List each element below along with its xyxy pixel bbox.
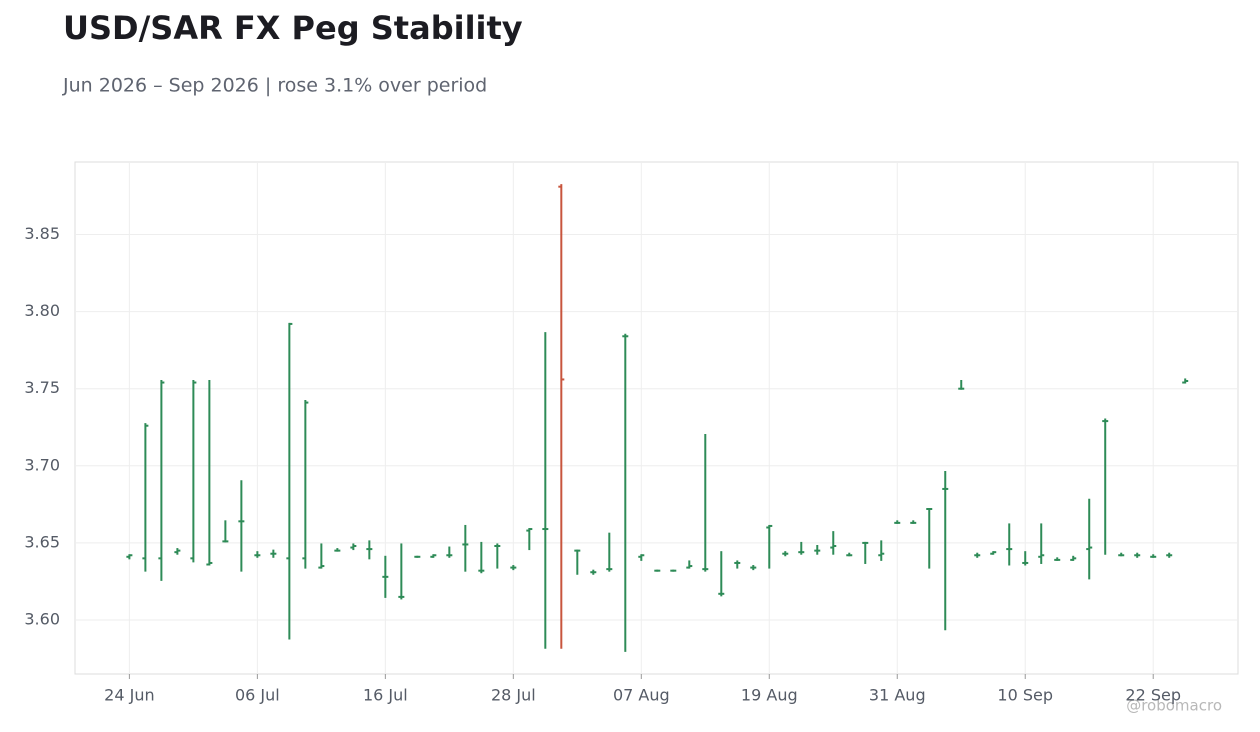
ohlc-bar <box>750 565 757 571</box>
ohlc-bar <box>526 528 533 551</box>
ohlc-bar <box>334 548 341 552</box>
ohlc-bar <box>414 555 421 558</box>
ohlc-bar <box>302 400 309 569</box>
ohlc-bar <box>430 554 437 558</box>
ohlc-bar <box>382 555 389 598</box>
ohlc-bar <box>894 520 901 524</box>
ohlc-bar <box>686 560 693 569</box>
ohlc-bar <box>862 541 869 564</box>
x-tick-label: 19 Aug <box>741 686 798 705</box>
ohlc-bar <box>1118 552 1125 557</box>
x-tick-label: 06 Jul <box>235 686 280 705</box>
ohlc-bar <box>654 569 661 572</box>
chart-title: USD/SAR FX Peg Stability <box>63 9 523 47</box>
ohlc-bar <box>286 322 293 640</box>
ohlc-bar <box>910 520 917 524</box>
ohlc-bar <box>1086 498 1093 580</box>
ohlc-bar <box>1150 554 1157 558</box>
ohlc-bar <box>846 552 853 557</box>
y-tick-label: 3.75 <box>24 378 60 397</box>
x-tick-label: 07 Aug <box>613 686 670 705</box>
ohlc-bar <box>702 433 709 572</box>
ohlc-bar <box>142 423 149 572</box>
ohlc-bar <box>782 551 789 557</box>
ohlc-bar <box>718 551 725 597</box>
ohlc-bar <box>478 541 485 574</box>
ohlc-bar <box>574 549 581 575</box>
ohlc-bar <box>638 554 645 561</box>
ohlc-bar <box>222 520 229 543</box>
x-tick-label: 31 Aug <box>869 686 926 705</box>
ohlc-bar <box>1166 552 1173 558</box>
ohlc-bar <box>174 548 181 555</box>
ohlc-bar <box>238 480 245 572</box>
ohlc-bar <box>558 184 565 649</box>
ohlc-bar <box>398 543 405 600</box>
y-tick-label: 3.85 <box>24 224 60 243</box>
ohlc-bar <box>926 507 933 569</box>
ohlc-bar <box>158 379 165 581</box>
plot-frame <box>74 161 1239 675</box>
ohlc-bar <box>1006 523 1013 566</box>
ohlc-bar <box>254 551 261 558</box>
ohlc-bar <box>942 470 949 631</box>
x-tick-label: 22 Sep <box>1125 686 1181 705</box>
ohlc-bar <box>1182 378 1189 384</box>
ohlc-bar <box>190 379 197 563</box>
ohlc-bar <box>542 332 549 649</box>
y-tick-label: 3.60 <box>24 610 60 629</box>
ohlc-bar <box>1134 552 1141 558</box>
ohlc-bar <box>1038 523 1045 564</box>
x-tick-label: 28 Jul <box>491 686 536 705</box>
ohlc-bar <box>830 531 837 555</box>
ohlc-bar <box>974 552 981 558</box>
y-tick-label: 3.80 <box>24 301 60 320</box>
watermark: @robomacro <box>1126 697 1222 715</box>
ohlc-bar <box>622 333 629 652</box>
ohlc-bar <box>126 554 133 560</box>
ohlc-bar <box>366 540 373 560</box>
ohlc-bar <box>990 551 997 555</box>
ohlc-bar <box>814 545 821 555</box>
ohlc-bar <box>206 379 213 566</box>
ohlc-bar <box>446 546 453 558</box>
chart-subtitle: Jun 2026 – Sep 2026 | rose 3.1% over per… <box>62 75 487 97</box>
ohlc-bar <box>318 543 325 569</box>
x-tick-label: 10 Sep <box>997 686 1053 705</box>
ohlc-bar <box>798 541 805 555</box>
ohlc-bar <box>590 569 597 575</box>
x-tick-label: 24 Jun <box>104 686 154 705</box>
ohlc-bar <box>270 549 277 558</box>
x-tick-label: 16 Jul <box>363 686 408 705</box>
ohlc-bar <box>766 524 773 569</box>
ohlc-bar <box>1054 557 1061 561</box>
ohlc-bar <box>462 524 469 572</box>
y-tick-label: 3.65 <box>24 532 60 551</box>
ohlc-bar <box>1070 555 1077 561</box>
ohlc-bar <box>734 560 741 569</box>
ohlc-bar <box>494 543 501 569</box>
ohlc-bar <box>670 569 677 572</box>
ohlc-bar <box>510 565 517 571</box>
ohlc-bar <box>350 543 357 551</box>
ohlc-bar <box>1102 418 1109 555</box>
ohlc-bar <box>606 532 613 572</box>
ohlc-bar <box>1022 551 1029 566</box>
ohlc-bar <box>958 379 965 390</box>
y-tick-label: 3.70 <box>24 455 60 474</box>
ohlc-bar <box>878 540 885 561</box>
